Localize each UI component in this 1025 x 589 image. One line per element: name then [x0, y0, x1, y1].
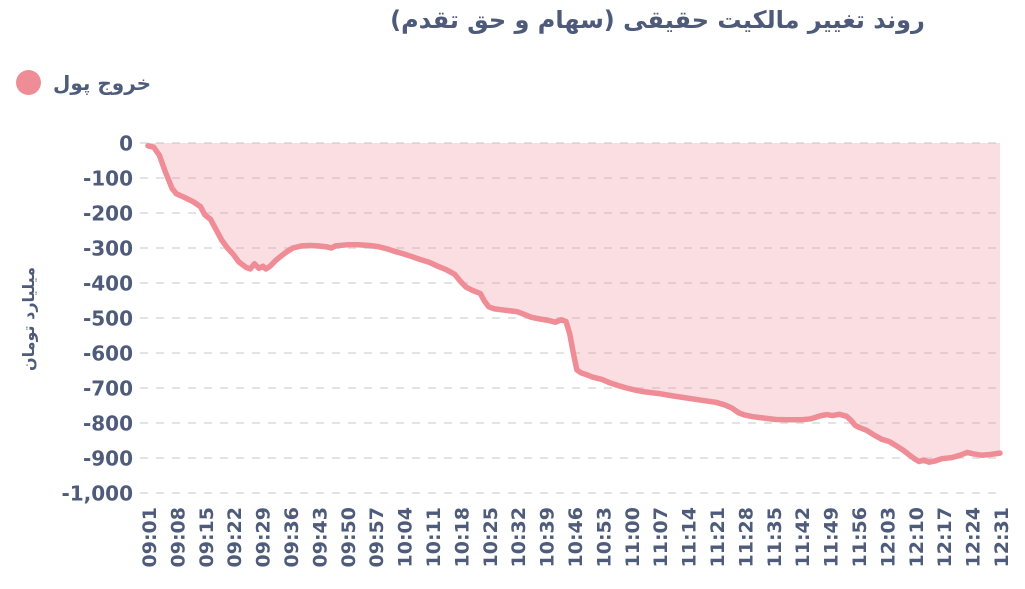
legend-item-money-outflow[interactable]: خروج پول	[16, 70, 151, 95]
svg-text:09:50: 09:50	[338, 507, 360, 567]
svg-text:11:49: 11:49	[821, 507, 843, 567]
svg-text:10:39: 10:39	[537, 507, 559, 567]
svg-text:-500: -500	[83, 307, 133, 331]
svg-text:-600: -600	[83, 342, 133, 366]
svg-text:10:11: 10:11	[423, 507, 445, 567]
page-title: روند تغییر مالکیت حقیقی (سهام و حق تقدم)	[390, 6, 925, 34]
svg-text:10:53: 10:53	[593, 507, 615, 567]
svg-text:-100: -100	[83, 167, 133, 191]
svg-text:09:57: 09:57	[366, 507, 388, 567]
svg-text:12:03: 12:03	[877, 507, 899, 567]
svg-text:11:00: 11:00	[622, 507, 644, 567]
svg-text:11:28: 11:28	[735, 507, 757, 567]
svg-text:09:15: 09:15	[196, 507, 218, 567]
svg-text:10:46: 10:46	[565, 507, 587, 567]
svg-text:11:21: 11:21	[707, 507, 729, 567]
svg-text:10:18: 10:18	[451, 507, 473, 567]
chart-area-fill	[148, 143, 1000, 463]
svg-text:11:42: 11:42	[792, 507, 814, 567]
svg-text:09:08: 09:08	[167, 507, 189, 567]
svg-text:09:36: 09:36	[281, 507, 303, 567]
chart-canvas[interactable]: 0 -100 -200 -300 -400 -500 -600 -700 -800 -900 -1,…	[0, 130, 1025, 589]
svg-text:11:35: 11:35	[764, 507, 786, 567]
svg-text:11:14: 11:14	[679, 507, 701, 567]
svg-text:09:29: 09:29	[253, 507, 275, 567]
svg-text:-700: -700	[83, 377, 133, 401]
chart-x-tick-labels: 09:01 09:08 09:15 09:22 09:29 09:36 09:43 09:50…	[139, 507, 1013, 567]
svg-text:10:32: 10:32	[508, 507, 530, 567]
svg-text:10:04: 10:04	[395, 507, 417, 567]
svg-text:-200: -200	[83, 202, 133, 226]
svg-text:11:07: 11:07	[650, 507, 672, 567]
svg-text:-900: -900	[83, 447, 133, 471]
svg-text:0: 0	[119, 132, 133, 156]
svg-text:09:22: 09:22	[224, 507, 246, 567]
svg-text:09:01: 09:01	[139, 507, 161, 567]
y-axis-title: میلیارد تومان	[19, 267, 38, 371]
legend-dot-icon	[16, 70, 41, 95]
svg-text:-800: -800	[83, 412, 133, 436]
svg-text:12:17: 12:17	[934, 507, 956, 567]
chart-line-series	[145, 143, 1003, 465]
svg-text:09:43: 09:43	[309, 507, 331, 567]
svg-text:میلیارد تومان: میلیارد تومان	[19, 267, 38, 371]
svg-text:11:56: 11:56	[849, 507, 871, 567]
svg-text:10:25: 10:25	[480, 507, 502, 567]
chart-y-tick-labels: 0 -100 -200 -300 -400 -500 -600 -700 -800 -900 -1,…	[61, 132, 133, 506]
svg-text:12:24: 12:24	[963, 507, 985, 567]
svg-text:-1,000: -1,000	[61, 482, 133, 506]
svg-text:12:31: 12:31	[991, 507, 1013, 567]
svg-text:-400: -400	[83, 272, 133, 296]
svg-text:12:10: 12:10	[906, 507, 928, 567]
svg-text:-300: -300	[83, 237, 133, 261]
legend-label: خروج پول	[53, 70, 152, 95]
